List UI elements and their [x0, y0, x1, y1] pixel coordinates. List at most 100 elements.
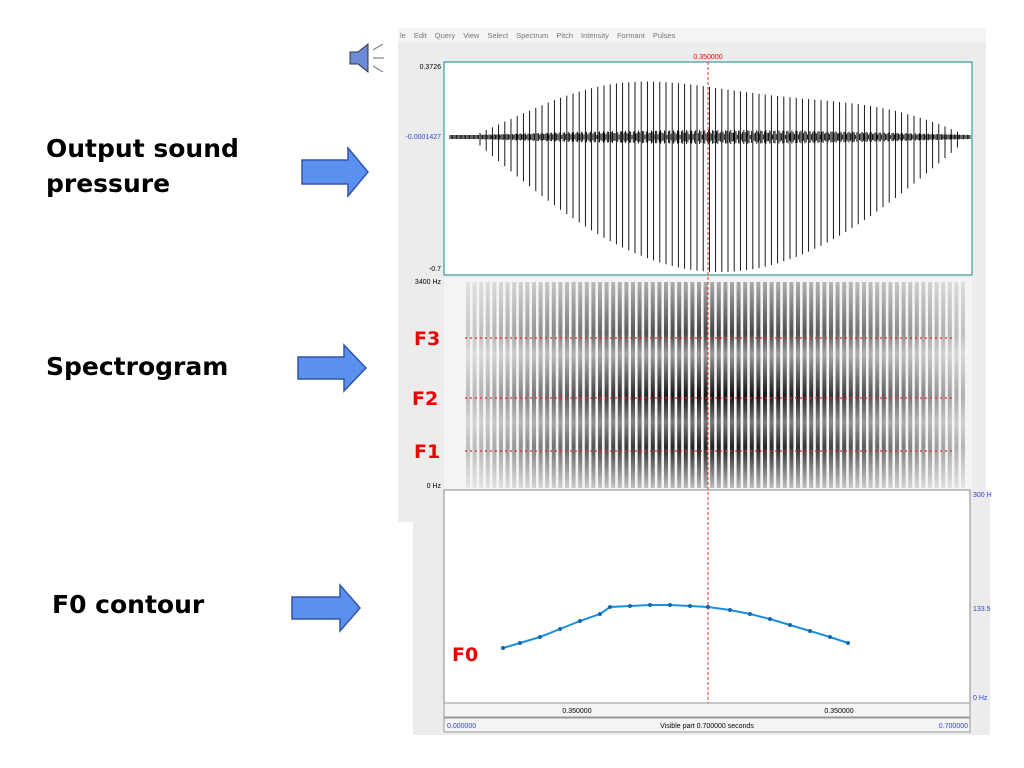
spectrogram-stripe — [868, 282, 873, 488]
arrows — [291, 145, 369, 634]
spectrogram-stripe — [961, 282, 965, 488]
spectrogram-stripe — [835, 282, 840, 488]
menu-item: Spectrum — [516, 31, 548, 40]
pitch-panel — [443, 489, 971, 704]
spectrogram-stripe — [888, 282, 893, 488]
spectrogram-stripe — [485, 282, 490, 488]
spectrogram-stripe — [611, 282, 616, 488]
spectrogram-stripe — [730, 282, 734, 488]
spectrogram-stripe — [538, 282, 543, 488]
time-label: 0.350000 — [824, 708, 853, 715]
spectrogram-stripe — [908, 282, 913, 488]
f0-point — [728, 608, 732, 612]
axis-label: 300 H — [973, 492, 992, 499]
spectrogram-stripe — [914, 282, 919, 488]
axis-label: 133.5 — [973, 606, 991, 613]
menu-item: Intensity — [581, 31, 609, 40]
spectrogram-stripe — [492, 282, 497, 488]
f0-point — [748, 612, 752, 616]
f0-point — [808, 629, 812, 633]
spectrogram-stripe — [881, 282, 886, 488]
spectrogram-stripe — [954, 282, 959, 488]
spectrogram-stripe — [466, 282, 470, 488]
time-label: 0.700000 — [939, 723, 968, 730]
spectrogram-stripe — [710, 282, 715, 488]
f0-point — [628, 604, 632, 608]
spectrogram-stripe — [518, 282, 523, 488]
waveform — [449, 81, 971, 272]
menu-item: Pulses — [653, 31, 676, 40]
f0-point — [788, 623, 792, 627]
spectrogram-stripe — [842, 282, 847, 488]
spectrogram-stripe — [472, 282, 477, 488]
formant-label: F2 — [412, 388, 438, 410]
spectrogram-stripe — [921, 282, 926, 488]
spectrogram-stripe — [565, 282, 569, 488]
menu-item: Query — [435, 31, 456, 40]
bottom-row — [443, 717, 971, 733]
spectrogram-stripe — [809, 282, 814, 488]
formant-label: F3 — [414, 328, 440, 350]
menu-bar — [398, 28, 986, 42]
time-row — [443, 702, 971, 718]
f0-point — [608, 605, 612, 609]
spectrogram-stripe — [578, 282, 583, 488]
slide-label: pressure — [46, 169, 170, 198]
spectrogram-stripe — [677, 282, 682, 488]
spectrogram-stripe — [644, 282, 649, 488]
slide-label: F0 contour — [52, 590, 205, 619]
spectrogram-stripe — [545, 282, 550, 488]
f0-point — [668, 603, 672, 607]
axis-label: 3400 Hz — [415, 279, 442, 286]
menu-item: Select — [487, 31, 509, 40]
spectrogram-stripe — [769, 282, 774, 488]
axis-label: -0.0001427 — [406, 134, 442, 141]
f0-point — [578, 619, 582, 623]
spectrogram-stripe — [875, 282, 880, 488]
time-label: 0.350000 — [562, 708, 591, 715]
menu-item: View — [463, 31, 480, 40]
spectrogram-stripe — [763, 282, 767, 488]
menu-item: Edit — [414, 31, 428, 40]
spectrogram-stripe — [624, 282, 629, 488]
spectrogram-stripe — [670, 282, 675, 488]
spectrogram-stripe — [499, 282, 503, 488]
spectrogram-stripe — [895, 282, 899, 488]
spectrogram-stripe — [743, 282, 748, 488]
menu: le Edit Query View Select Spectrum Pitch Intens… — [400, 31, 676, 40]
spectrogram-stripe — [650, 282, 655, 488]
spectrogram-stripe — [815, 282, 820, 488]
spectrogram-stripe — [789, 282, 794, 488]
spectrogram-stripe — [934, 282, 939, 488]
f0-point — [501, 646, 505, 650]
spectrogram-stripe — [558, 282, 563, 488]
axis-label: -0.7 — [429, 266, 441, 273]
f0-label: F0 — [452, 644, 478, 666]
f0-point — [538, 635, 542, 639]
f0-point — [706, 605, 710, 609]
axis-label: 0.3726 — [420, 64, 442, 71]
spectrogram-stripe — [664, 282, 668, 488]
axis-label: 0 Hz — [973, 695, 988, 702]
spectrogram-stripe — [525, 282, 530, 488]
slide-label: Spectrogram — [46, 352, 228, 381]
slide-label: Output sound — [46, 134, 239, 163]
menu-item: Pitch — [556, 31, 573, 40]
spectrogram-stripe — [532, 282, 536, 488]
spectrogram-stripe — [855, 282, 860, 488]
spectrogram-stripe — [796, 282, 800, 488]
spectrogram-stripe — [947, 282, 952, 488]
time-label: 0.000000 — [447, 723, 476, 730]
spectrogram-stripe — [697, 282, 701, 488]
spectrogram-stripe — [505, 282, 510, 488]
speaker-icon — [349, 42, 384, 74]
spectrogram-stripe — [657, 282, 662, 488]
spectrogram-stripe — [584, 282, 589, 488]
f0-point — [846, 641, 850, 645]
spectrogram-stripe — [591, 282, 596, 488]
spectrogram-stripe — [637, 282, 642, 488]
formant-label: F1 — [414, 441, 440, 463]
spectrogram-stripe — [848, 282, 853, 488]
f0-point — [518, 641, 522, 645]
